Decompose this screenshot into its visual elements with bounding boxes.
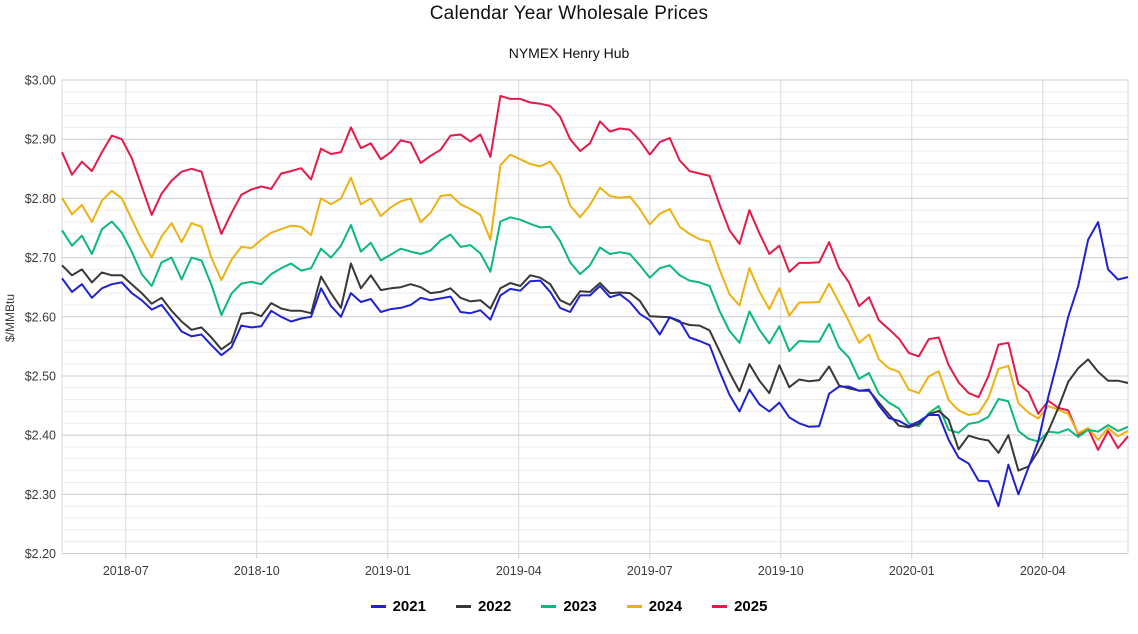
series-line-2021 [61, 221, 1129, 508]
y-tick-label: $2.70 [25, 251, 56, 265]
legend-swatch-icon [712, 605, 728, 608]
legend-label: 2023 [563, 598, 597, 615]
legend-item-2021[interactable]: 2021 [370, 598, 426, 615]
series-line-2022 [61, 262, 1129, 472]
legend-label: 2022 [477, 598, 512, 615]
x-tick-label: 2019-01 [365, 564, 411, 578]
legend-item-2025[interactable]: 2025 [712, 598, 767, 615]
y-tick-label: $2.60 [25, 310, 56, 324]
y-tick-label: $2.50 [25, 369, 56, 383]
series-line-2024 [61, 153, 1129, 441]
x-tick-label: 2019-04 [496, 564, 542, 578]
x-tick-label: 2020-04 [1020, 564, 1066, 578]
y-tick-label: $2.90 [25, 133, 56, 147]
legend-label: 2021 [392, 598, 426, 615]
series-line-2025 [61, 95, 1129, 451]
chart-legend: 2021 2022 2023 2024 2025 [0, 598, 1138, 615]
y-tick-label: $2.80 [25, 192, 56, 206]
y-tick-label: $2.40 [25, 429, 56, 443]
legend-item-2024[interactable]: 2024 [626, 598, 683, 615]
x-tick-label: 2019-07 [627, 564, 673, 578]
x-tick-label: 2019-10 [758, 564, 804, 578]
chart-subtitle: NYMEX Henry Hub [508, 45, 630, 61]
x-tick-label: 2018-07 [103, 564, 149, 578]
legend-swatch-icon [370, 605, 386, 608]
legend-swatch-icon [626, 605, 642, 608]
series-line-2023 [61, 216, 1129, 443]
legend-item-2022[interactable]: 2022 [455, 598, 512, 615]
y-tick-label: $3.00 [25, 74, 56, 88]
legend-swatch-icon [541, 605, 557, 608]
x-tick-label: 2020-01 [889, 564, 935, 578]
y-tick-label: $2.20 [25, 547, 56, 561]
y-axis-label: $/MMBtu [3, 294, 17, 342]
y-tick-label: $2.30 [25, 488, 56, 502]
legend-label: 2024 [648, 598, 683, 615]
legend-item-2023[interactable]: 2023 [541, 598, 597, 615]
x-tick-label: 2018-10 [234, 564, 280, 578]
legend-swatch-icon [455, 605, 471, 608]
price-chart: $2.20 $2.30 $2.40 $2.50 $2.60 $2.70 $2.80 $2.90… [3, 74, 1129, 578]
page-title: Calendar Year Wholesale Prices [429, 3, 709, 24]
legend-label: 2025 [734, 598, 768, 615]
